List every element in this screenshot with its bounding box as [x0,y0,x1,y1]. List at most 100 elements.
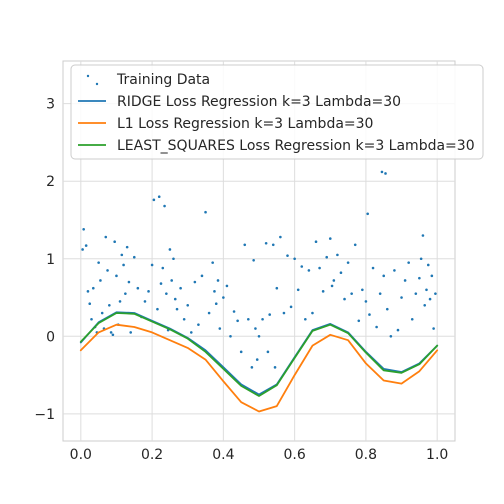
legend-label-training-data: Training Data [116,72,210,88]
x-tick-label: 0.4 [212,447,234,463]
training-data-point [159,282,163,285]
training-data-point [343,297,346,301]
training-data-point [407,261,410,264]
training-data-point [389,335,393,338]
training-data-point [150,263,154,267]
training-data-point [120,253,124,257]
training-data-point [414,292,418,295]
training-data-point [307,269,311,272]
x-tick-label: 0.0 [70,447,92,463]
training-data-point [132,255,136,259]
training-data-point [364,300,368,303]
scatter-layer [81,170,437,369]
training-data-point [339,271,343,275]
training-data-point [179,286,182,290]
training-data-point [400,296,403,299]
legend-swatch-scatter [86,74,90,78]
training-data-point [213,290,216,293]
training-data-point [378,292,382,295]
training-data-point [346,261,350,264]
training-data-point [375,325,378,329]
x-tick-labels: 0.0 0.2 0.4 0.6 0.8 1.0 [70,447,449,463]
x-tick-label: 1.0 [426,447,448,463]
training-data-point [271,243,275,247]
training-data-point [225,284,229,288]
training-data-point [421,234,425,237]
training-data-point [172,257,175,261]
training-data-point [325,255,329,259]
training-data-point [314,240,318,243]
training-data-point [236,319,239,323]
training-data-point [293,257,296,261]
y-tick-label: 1 [46,252,55,268]
training-data-point [108,303,111,307]
training-data-point [428,297,432,301]
training-data-point [279,235,282,239]
training-data-point [254,327,257,330]
training-data-point [207,311,211,315]
training-data-point [122,263,125,267]
training-data-point [250,366,254,369]
training-data-point [289,305,293,309]
training-data-point [257,335,261,338]
training-data-point [163,204,166,208]
training-data-point [90,317,93,321]
training-data-point [286,254,289,257]
training-data-point [273,366,277,369]
training-data-point [382,274,386,278]
legend-label-least-squares: LEAST_SQUARES Loss Regression k=3 Lambda… [117,138,475,154]
training-data-point [385,307,389,311]
training-data-point [91,286,95,290]
training-data-point [173,297,177,301]
training-data-point [106,269,109,272]
training-data-point [311,311,314,315]
x-tick-label: 0.6 [284,447,306,463]
training-data-point [216,279,220,282]
training-data-point [434,292,437,295]
training-data-point [239,350,243,354]
legend-box [70,64,484,160]
training-data-point [84,244,88,247]
training-data-point [127,280,131,284]
training-data-point [332,279,336,282]
training-data-point [129,331,133,334]
training-data-point [88,302,92,306]
training-data-point [97,261,100,264]
training-data-point [156,307,159,311]
training-data-point [264,241,268,245]
training-data-point [255,358,259,361]
training-data-point [430,274,434,278]
training-data-point [136,286,140,290]
training-data-point [82,227,85,231]
training-data-point [266,350,270,354]
x-tick-label: 0.8 [355,447,377,463]
training-data-point [204,210,207,214]
training-data-point [200,274,204,278]
training-data-point [125,245,129,249]
training-data-point [115,274,118,278]
y-tick-label: 3 [46,97,55,113]
training-data-point [368,313,371,316]
training-data-point [425,288,428,292]
training-data-point [423,303,427,307]
training-data-point [384,172,387,175]
training-data-point [330,284,334,288]
training-data-point [175,307,179,311]
training-data-point [109,331,113,334]
training-data-point [275,286,279,290]
training-data-point [300,265,304,268]
training-data-point [304,317,307,321]
training-data-point [336,253,339,257]
training-data-point [222,296,225,299]
training-data-point [328,237,332,240]
training-data-point [81,248,84,251]
y-tick-label: −1 [34,407,55,423]
training-data-point [353,243,357,247]
training-data-point [182,317,186,321]
training-data-point [118,300,122,303]
training-data-point [99,279,102,282]
training-data-point [243,243,247,247]
y-tick-label: 0 [46,329,55,345]
training-data-point [282,311,286,315]
y-tick-labels: −1 0 1 2 3 [34,97,55,423]
